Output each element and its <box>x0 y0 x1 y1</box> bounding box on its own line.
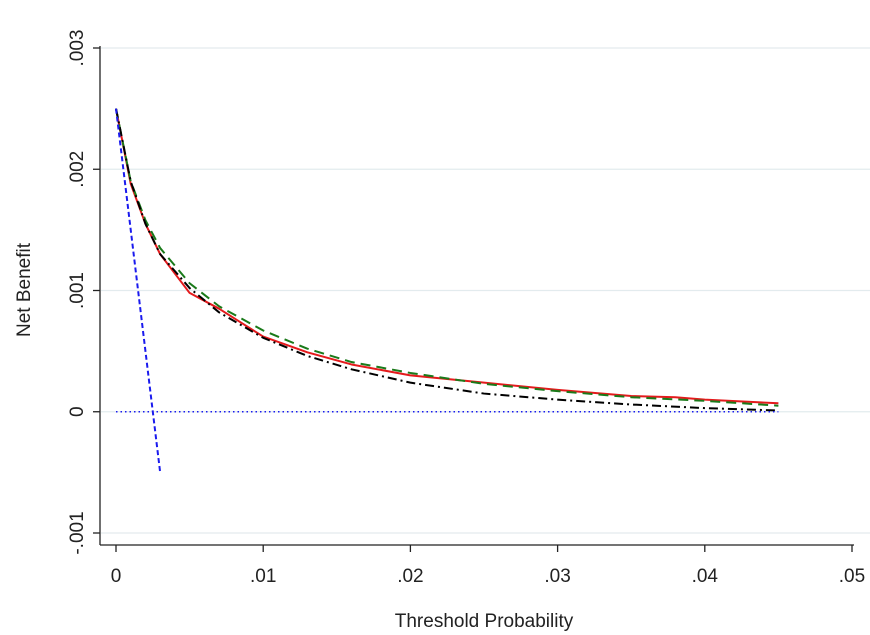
y-tick-label-0: -.001 <box>67 511 88 554</box>
x-axis-title: Threshold Probability <box>395 611 574 632</box>
series-line-1 <box>115 108 779 407</box>
y-tick-label-4: .003 <box>67 30 88 67</box>
x-tick-label-1: .01 <box>250 566 276 587</box>
y-tick-label-2: .001 <box>67 272 88 309</box>
y-tick-label-1: 0 <box>67 406 88 417</box>
gridlines <box>101 47 870 534</box>
x-tick-label-3: .03 <box>544 566 570 587</box>
axes <box>99 46 854 546</box>
series-line-2 <box>115 108 779 412</box>
y-tick-label-3: .002 <box>67 151 88 188</box>
x-tick-label-0: 0 <box>111 566 122 587</box>
x-tick-label-2: .02 <box>397 566 423 587</box>
x-tick-label-4: .04 <box>692 566 719 587</box>
data-series <box>115 108 779 473</box>
series-line-0 <box>115 108 779 405</box>
x-tick-label-5: .05 <box>839 566 865 587</box>
axis-ticks: -.001 0 .001 .002 .003 0 .01 .02 .03 .04 .05 <box>67 30 865 587</box>
y-axis-title: Net Benefit <box>14 242 35 337</box>
